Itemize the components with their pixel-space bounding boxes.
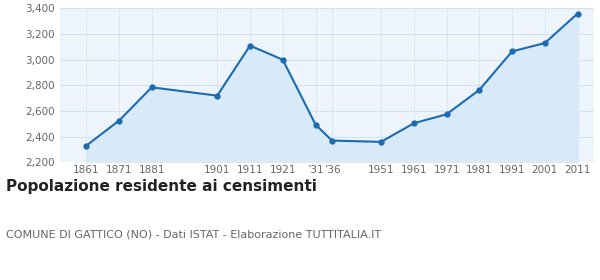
- Text: COMUNE DI GATTICO (NO) - Dati ISTAT - Elaborazione TUTTITALIA.IT: COMUNE DI GATTICO (NO) - Dati ISTAT - El…: [6, 230, 381, 240]
- Text: Popolazione residente ai censimenti: Popolazione residente ai censimenti: [6, 179, 317, 194]
